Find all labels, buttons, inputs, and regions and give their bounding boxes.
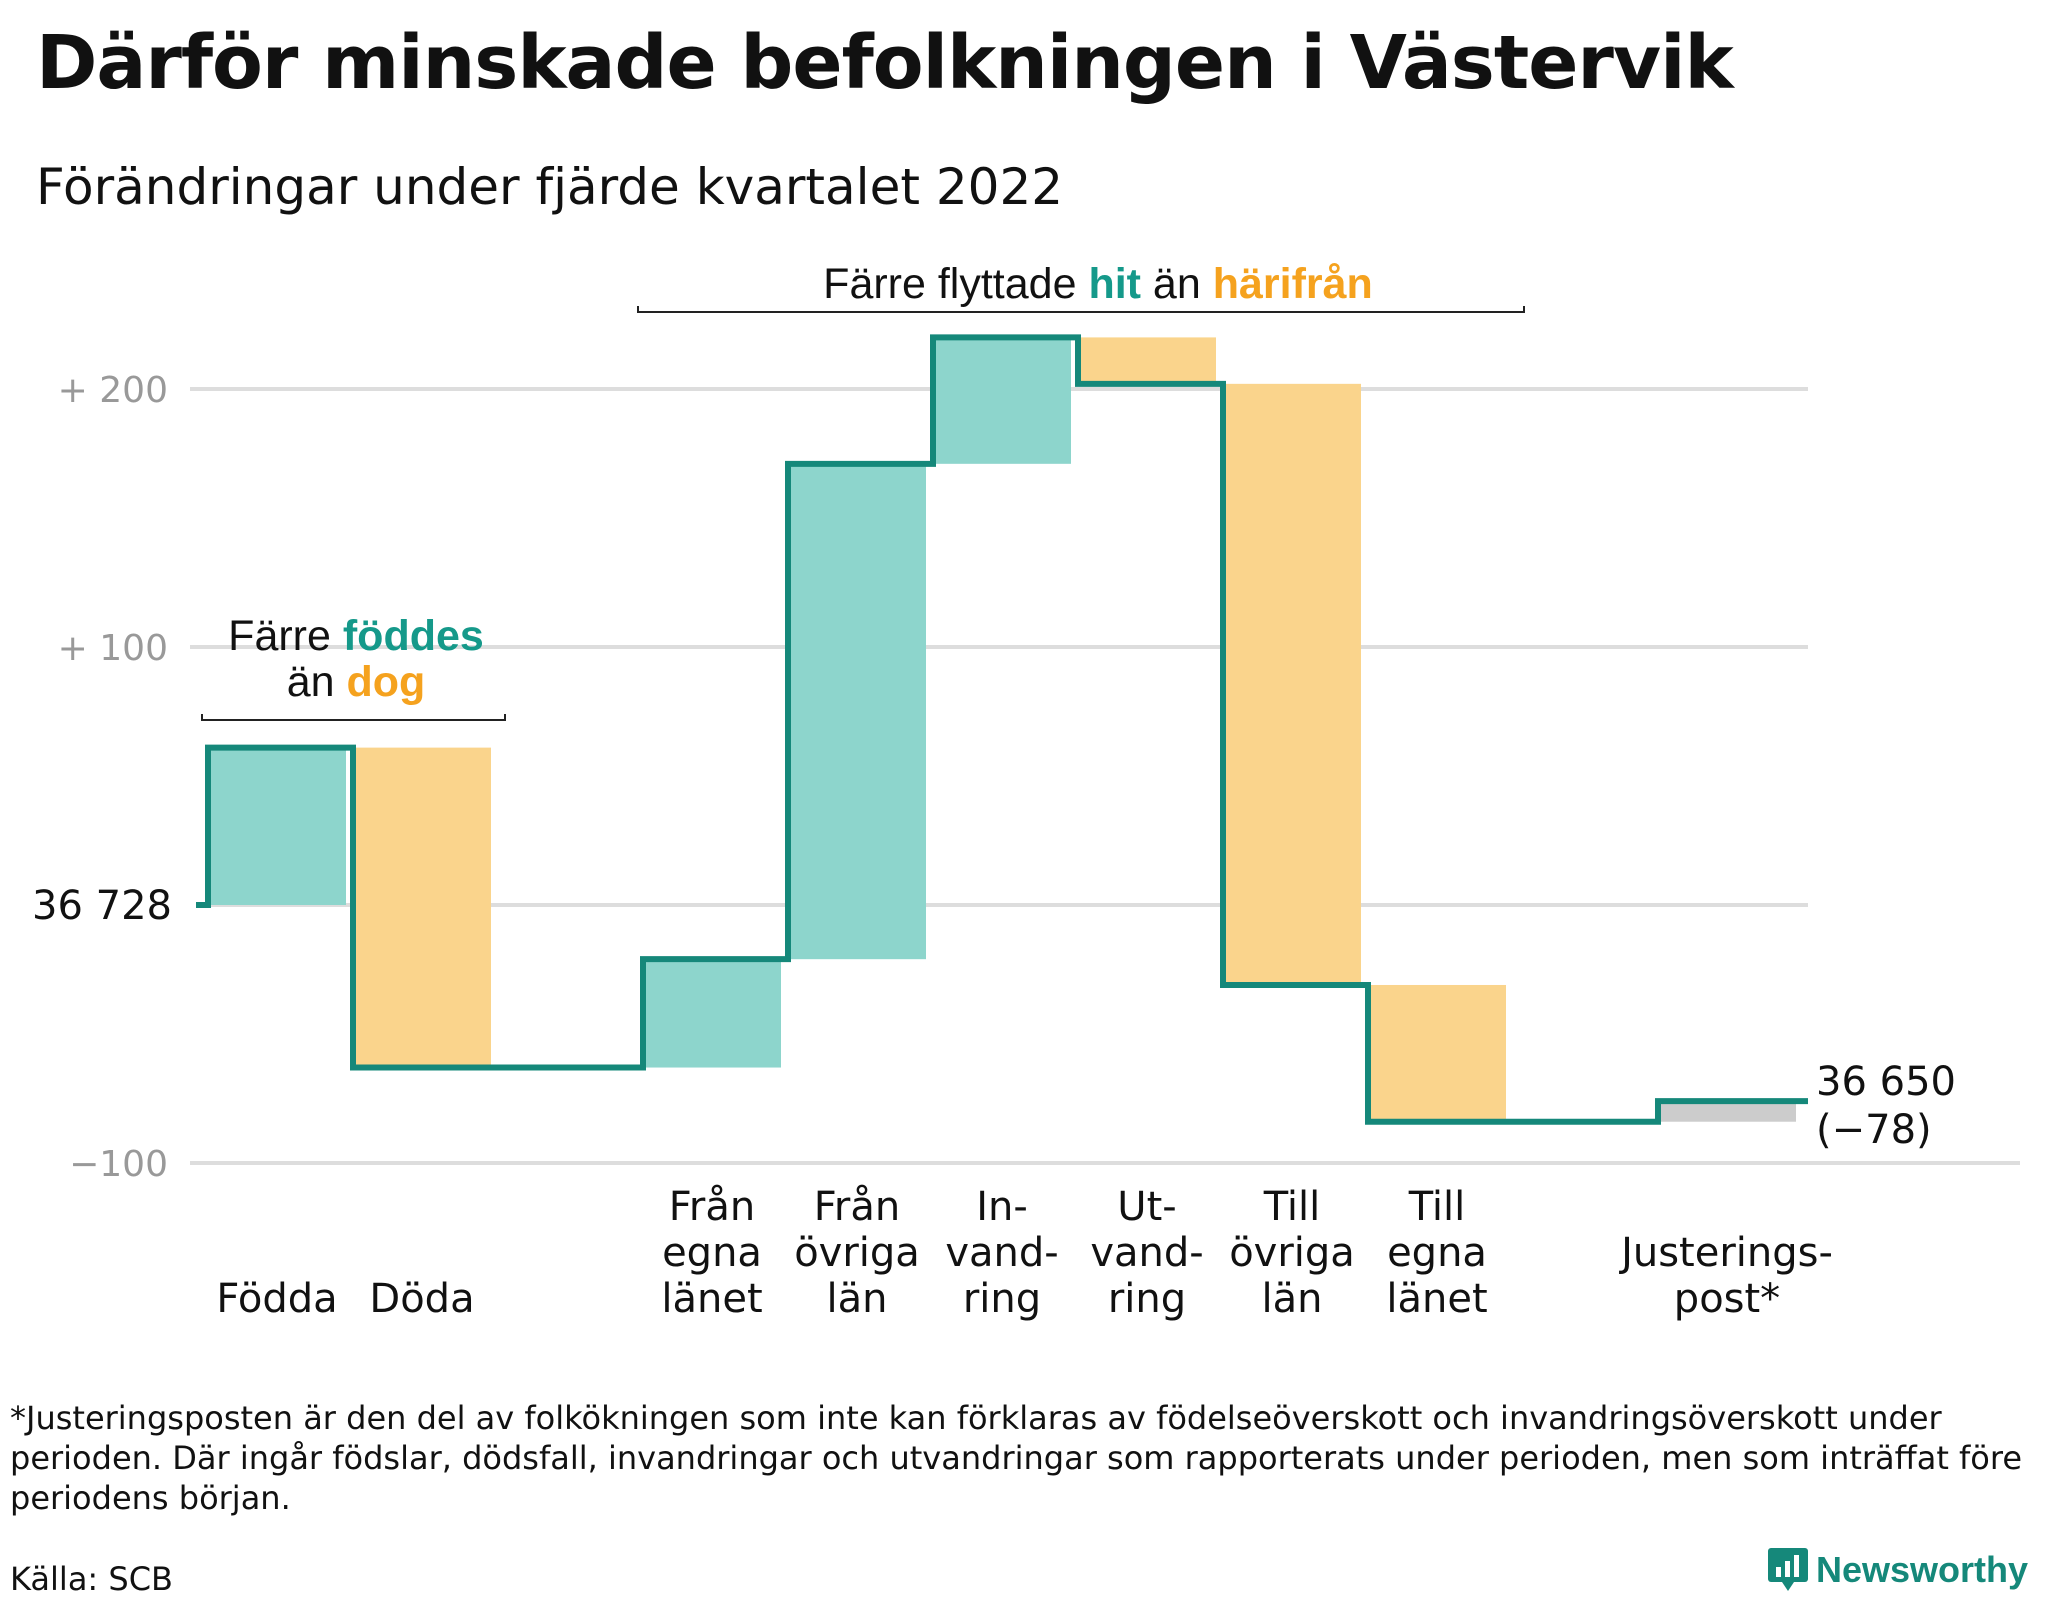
x-category-label-line: egna [662,1230,762,1276]
value-labels: 36 728 36 650(−78) [32,883,1956,1153]
x-category-label: Justerings-post* [1618,1230,1833,1322]
adjustment-bar [1658,1101,1796,1122]
end-value-label: 36 650 [1816,1059,1956,1105]
decrease-bar [1078,337,1216,384]
increase-bar [933,337,1071,464]
footnote: *Justeringsposten är den del av folkökni… [10,1399,2023,1517]
chart-title: Därför minskade befolkningen i Västervik [36,20,1734,106]
x-category-label-line: ring [1108,1276,1186,1322]
newsworthy-logo: Newsworthy [1767,1548,2028,1592]
moves-in-highlight: hit [1088,260,1141,308]
x-category-label-line: egna [1387,1230,1487,1276]
x-category-label-line: Födda [216,1276,337,1322]
x-category-label-line: vand- [1090,1230,1203,1276]
x-category-label: Från övriga län [794,1184,920,1322]
births-bracket [201,714,506,721]
x-category-label-line: övriga [794,1230,920,1276]
running-total-polyline [196,334,1808,1125]
x-category-label: Till egna länet [1386,1184,1487,1322]
moves-annotation-text: Färre flyttade hit än härifrån [823,260,1373,308]
x-category-label-line: Från [669,1184,755,1230]
x-category-label-line: län [827,1276,888,1322]
x-category-label: In-vand-ring [945,1184,1058,1322]
y-tick-label: + 100 [58,628,168,669]
x-category-label-line: Ut- [1117,1184,1176,1230]
x-category-label-line: Döda [369,1276,474,1322]
waterfall-chart: + 200 + 100 −100 36 728 36 650(−78) Födda Dö… [32,260,2020,1322]
deaths-highlight: dog [346,658,425,706]
x-category-label: Ut-vand-ring [1090,1184,1203,1322]
end-change-label: (−78) [1816,1107,1932,1153]
x-category-label-line: In- [976,1184,1028,1230]
decrease-bar [1368,984,1506,1122]
newsworthy-logo-text: Newsworthy [1815,1549,2028,1590]
bars [208,337,1796,1122]
running-total-line [196,334,1808,1125]
x-category-label-line: vand- [945,1230,1058,1276]
decrease-bar [1223,383,1361,985]
births-annotation-line2: än dog [287,658,426,706]
x-category-label-line: län [1262,1276,1323,1322]
x-category-label-line: Justerings- [1618,1230,1833,1276]
x-category-label: Från egna länet [661,1184,762,1322]
x-category-label: Till övriga län [1229,1184,1355,1322]
y-axis-ticks: + 200 + 100 −100 [58,370,168,1185]
x-category-label-line: post* [1674,1276,1780,1322]
moves-annotation: Färre flyttade hit än härifrån [637,260,1525,313]
increase-bar [788,463,926,960]
births-annotation-line1: Färre föddes [228,612,484,660]
newsworthy-logo-icon [1767,1548,1808,1591]
x-category-label-line: länet [1386,1276,1487,1322]
decrease-bar [353,747,491,1068]
births-highlight: föddes [343,612,484,660]
x-category-label-line: Till [1408,1184,1466,1230]
x-category-label: Födda [216,1276,337,1322]
x-category-label: Döda [369,1276,474,1322]
x-category-label-line: Till [1263,1184,1321,1230]
x-category-label-line: övriga [1229,1230,1355,1276]
moves-out-highlight: härifrån [1213,260,1373,308]
births-annotation: Färre föddes än dog [201,612,506,721]
x-category-label-line: ring [963,1276,1041,1322]
moves-bracket [637,306,1525,313]
start-value-label: 36 728 [32,883,172,929]
increase-bar [208,747,346,905]
y-tick-label: + 200 [58,370,168,411]
x-category-label-line: länet [661,1276,762,1322]
x-category-label-line: Från [814,1184,900,1230]
chart-subtitle: Förändringar under fjärde kvartalet 2022 [36,158,1064,216]
source-note: Källa: SCB [10,1560,173,1598]
increase-bar [643,959,781,1068]
y-tick-label: −100 [69,1144,168,1185]
